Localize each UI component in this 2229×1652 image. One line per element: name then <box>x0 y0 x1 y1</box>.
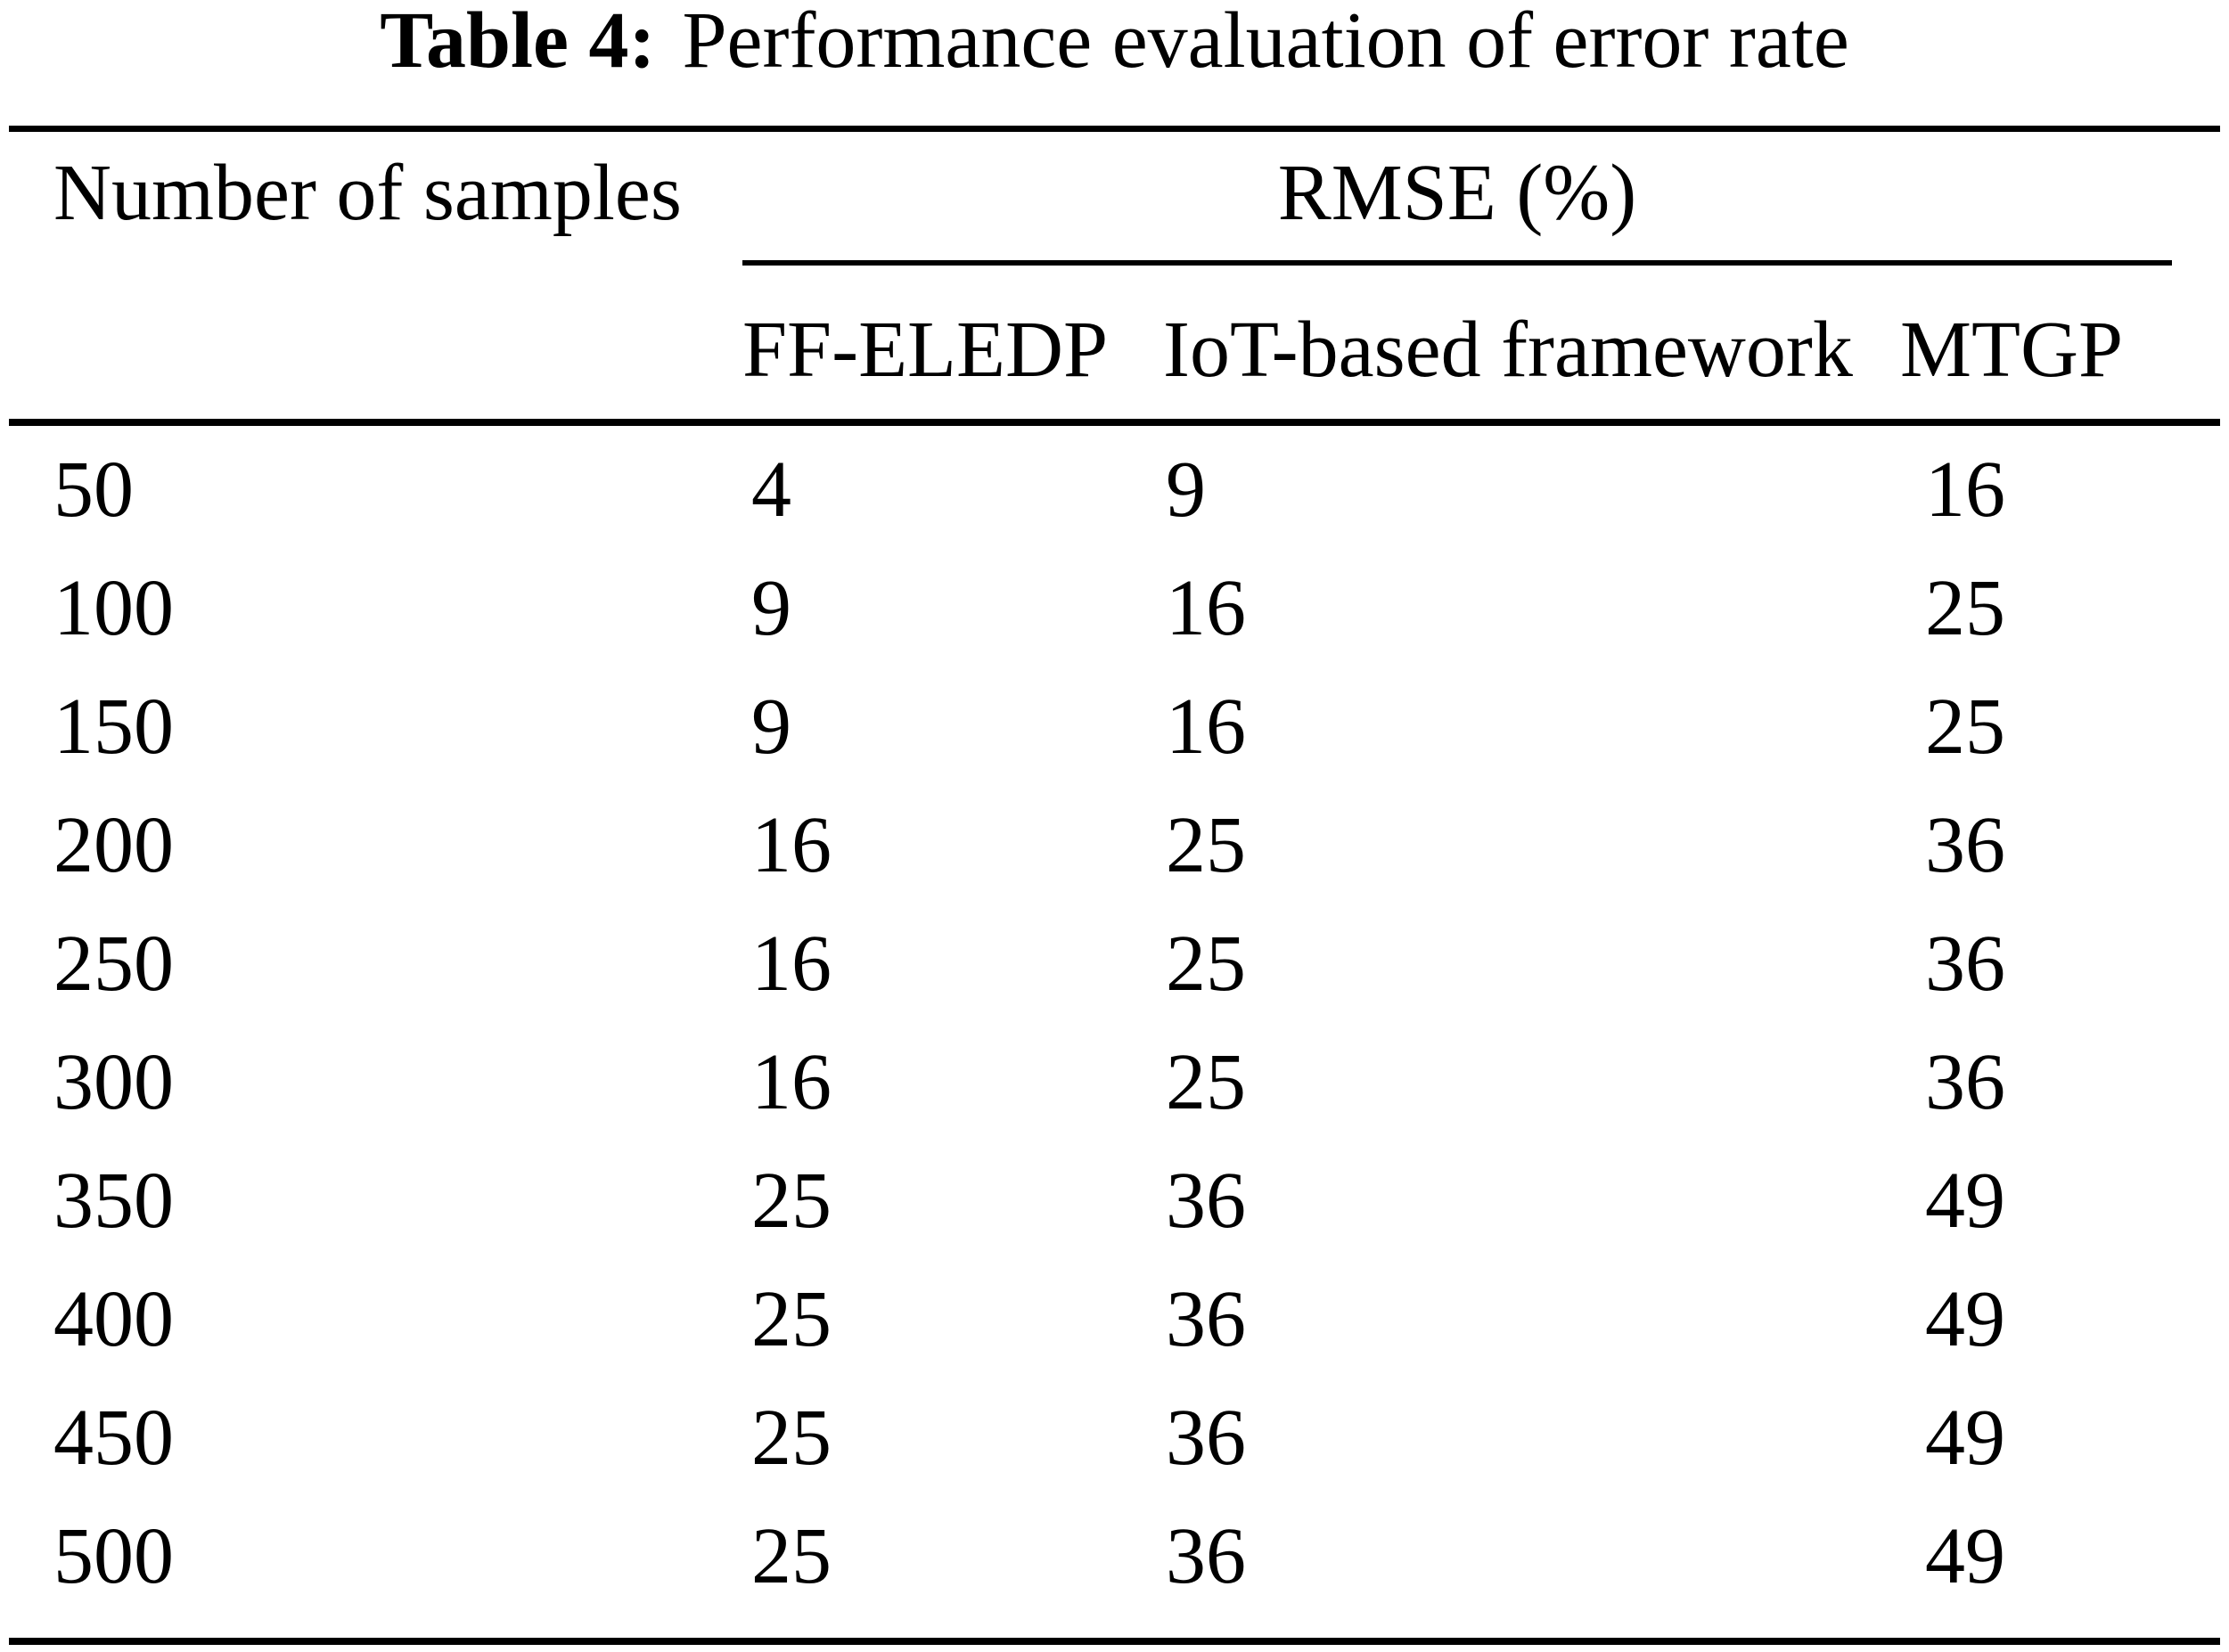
cell-mtgp: 36 <box>1925 800 2005 889</box>
cell-iot-framework: 36 <box>1166 1274 1246 1363</box>
cell-samples: 400 <box>53 1274 174 1363</box>
cell-iot-framework: 36 <box>1166 1511 1246 1600</box>
header-ff-eledp: FF-ELEDP <box>742 306 1109 394</box>
rule-bottom <box>9 1638 2220 1645</box>
rule-top <box>9 126 2220 132</box>
cell-ff-eledp: 16 <box>751 919 832 1008</box>
cell-samples: 300 <box>53 1037 174 1126</box>
cell-samples: 500 <box>53 1511 174 1600</box>
cell-ff-eledp: 16 <box>751 1037 832 1126</box>
cell-ff-eledp: 25 <box>751 1511 832 1600</box>
cell-iot-framework: 36 <box>1166 1393 1246 1482</box>
header-rmse-group: RMSE (%) <box>1277 149 1637 237</box>
cell-mtgp: 49 <box>1925 1511 2005 1600</box>
cell-iot-framework: 25 <box>1166 800 1246 889</box>
table-caption-text: Performance evaluation of error rate <box>682 0 1849 85</box>
cell-mtgp: 16 <box>1925 445 2005 534</box>
cell-samples: 150 <box>53 682 174 771</box>
cell-iot-framework: 25 <box>1166 919 1246 1008</box>
cell-samples: 200 <box>53 800 174 889</box>
header-number-of-samples: Number of samples <box>53 149 682 237</box>
cell-ff-eledp: 25 <box>751 1393 832 1482</box>
cell-samples: 350 <box>53 1156 174 1245</box>
cell-samples: 450 <box>53 1393 174 1482</box>
cell-mtgp: 25 <box>1925 682 2005 771</box>
cell-ff-eledp: 4 <box>751 445 791 534</box>
cell-samples: 100 <box>53 563 174 652</box>
cell-mtgp: 25 <box>1925 563 2005 652</box>
table-caption: Table 4: Performance evaluation of error … <box>0 0 2229 85</box>
cell-ff-eledp: 16 <box>751 800 832 889</box>
cell-ff-eledp: 25 <box>751 1156 832 1245</box>
cell-samples: 250 <box>53 919 174 1008</box>
header-mtgp: MTGP <box>1900 306 2124 394</box>
table-body: 50 4 9 16 100 9 16 25 150 9 16 25 200 16… <box>53 430 2229 1615</box>
cell-iot-framework: 25 <box>1166 1037 1246 1126</box>
cell-samples: 50 <box>53 445 134 534</box>
cell-ff-eledp: 9 <box>751 563 791 652</box>
cell-mtgp: 49 <box>1925 1274 2005 1363</box>
cell-mtgp: 49 <box>1925 1393 2005 1482</box>
table-caption-label: Table 4: <box>380 0 656 85</box>
cell-mtgp: 36 <box>1925 919 2005 1008</box>
cell-mtgp: 36 <box>1925 1037 2005 1126</box>
rule-rmse-group <box>742 260 2172 266</box>
header-iot-framework: IoT-based framework <box>1163 306 1853 394</box>
cell-ff-eledp: 9 <box>751 682 791 771</box>
rule-header-body-divider <box>9 419 2220 426</box>
cell-iot-framework: 9 <box>1166 445 1206 534</box>
cell-iot-framework: 36 <box>1166 1156 1246 1245</box>
cell-mtgp: 49 <box>1925 1156 2005 1245</box>
cell-iot-framework: 16 <box>1166 682 1246 771</box>
cell-ff-eledp: 25 <box>751 1274 832 1363</box>
cell-iot-framework: 16 <box>1166 563 1246 652</box>
